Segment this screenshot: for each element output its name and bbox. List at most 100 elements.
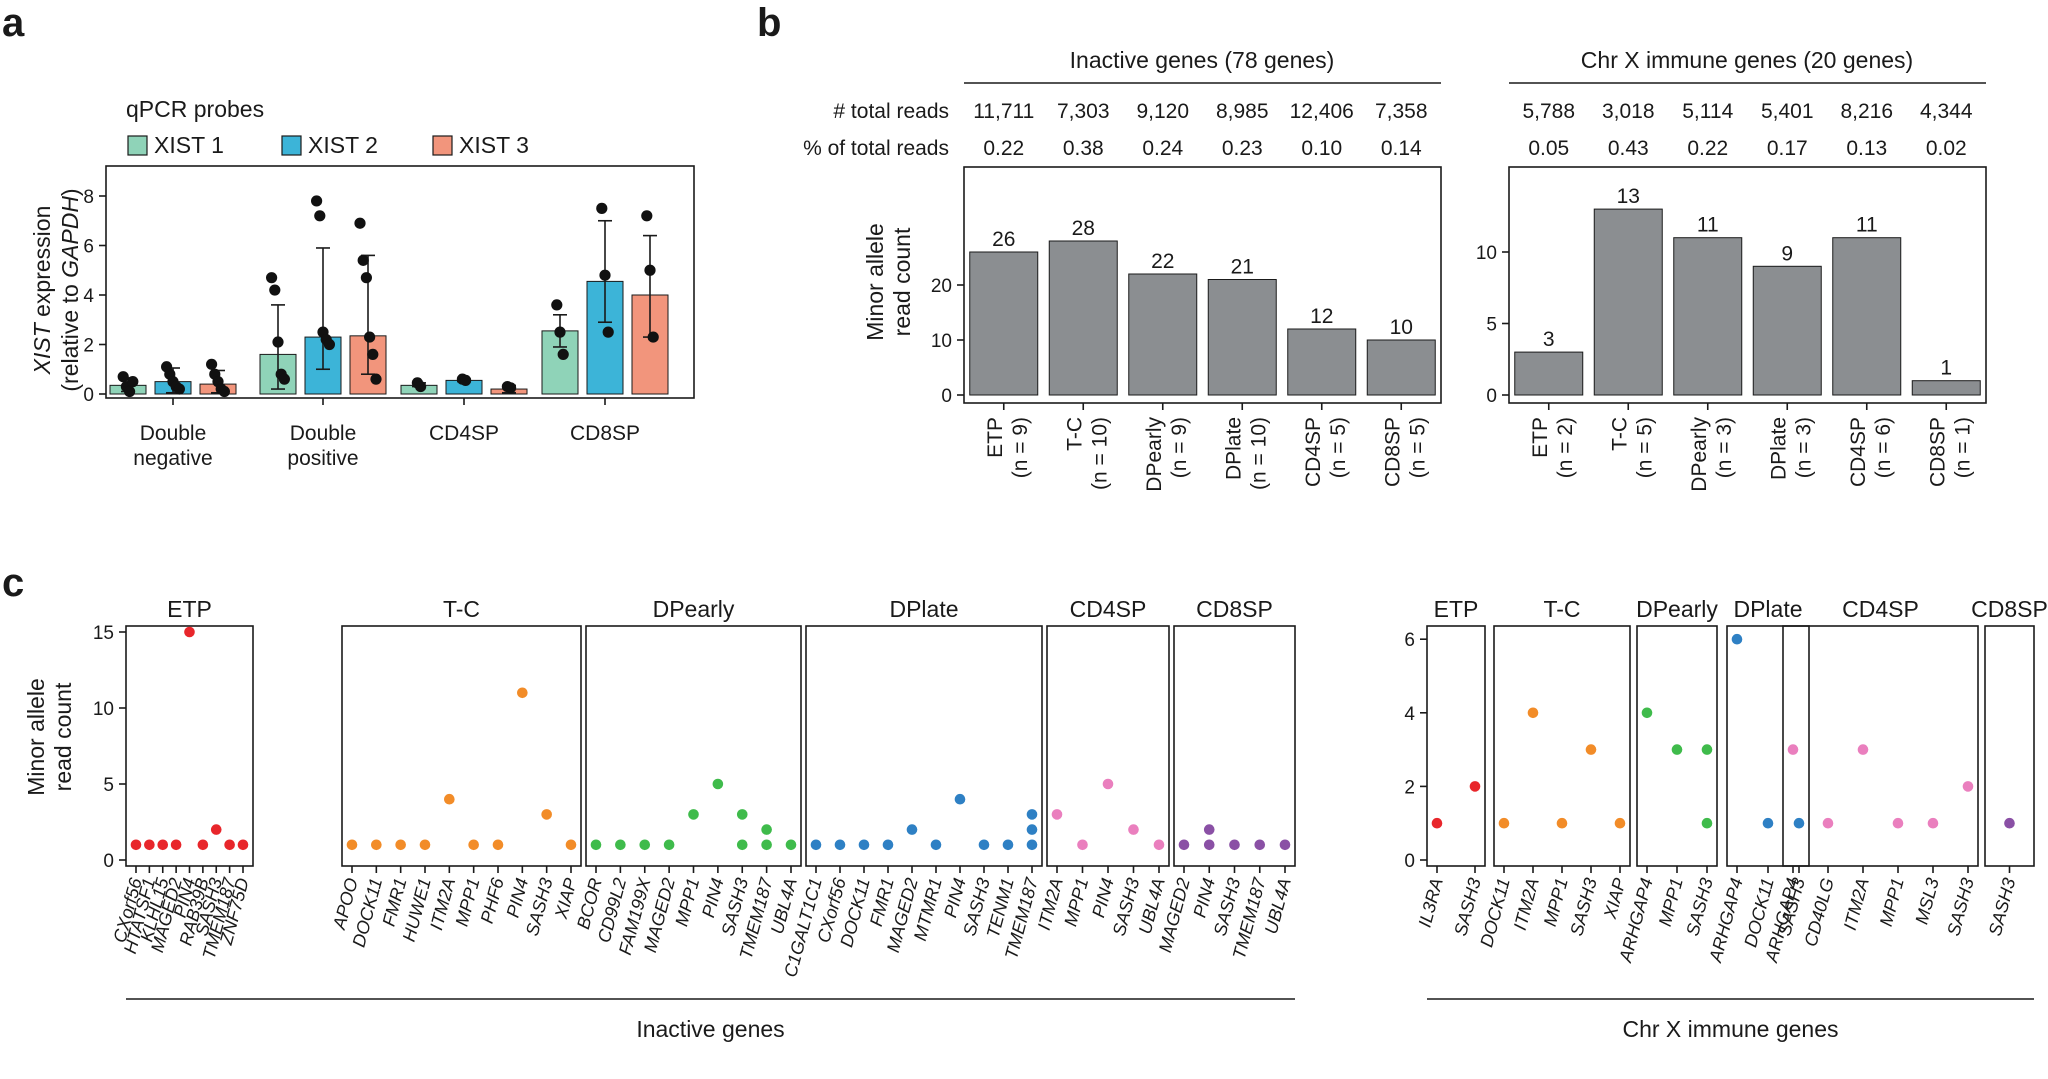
gene-label: SASH3 bbox=[1943, 876, 1978, 938]
category-label-line2: positive bbox=[287, 447, 358, 470]
y-axis-label-b-2: read count bbox=[889, 227, 915, 336]
gene-label: IL3RA bbox=[1415, 876, 1447, 930]
data-point bbox=[1927, 817, 1939, 829]
panel-letter-a: a bbox=[2, 1, 25, 45]
data-point bbox=[218, 385, 230, 398]
n-label: (n = 10) bbox=[1088, 417, 1111, 490]
plot-frame-a bbox=[105, 165, 695, 399]
bar-value-label: 11 bbox=[1856, 214, 1878, 237]
facet-title: ETP bbox=[1434, 596, 1479, 622]
y-axis-label-c-2: read count bbox=[50, 682, 76, 791]
bar bbox=[1366, 339, 1436, 396]
n-label: (n = 3) bbox=[1713, 417, 1736, 478]
category-label-line1: Double bbox=[290, 422, 357, 445]
facet-title: DPearly bbox=[653, 596, 735, 622]
data-point bbox=[1585, 744, 1597, 755]
n-label: (n = 9) bbox=[1009, 417, 1032, 478]
gene-label: XIAP bbox=[1600, 876, 1630, 922]
data-point bbox=[367, 348, 379, 360]
pct-reads-value: 0.38 bbox=[1063, 137, 1104, 160]
bar-value-label: 10 bbox=[1390, 316, 1413, 339]
gene-label: SASH3 bbox=[1985, 876, 2020, 938]
facet-frame bbox=[1173, 625, 1296, 867]
data-point bbox=[1102, 778, 1114, 790]
data-point bbox=[1962, 781, 1974, 792]
data-point bbox=[647, 331, 659, 343]
data-point bbox=[314, 210, 326, 222]
bar-value-label: 3 bbox=[1543, 328, 1555, 351]
data-point bbox=[117, 371, 129, 383]
ylabel2-pre: (relative to bbox=[57, 278, 83, 392]
gene-label: MSL3 bbox=[1911, 876, 1942, 927]
bar-value-label: 22 bbox=[1151, 250, 1174, 273]
y-tick-label-a: 8 bbox=[83, 187, 94, 208]
panel-c-inactive-chart: ETPCXorf56HTATSF1KLHL15MAGED2PIN4RAB39BS… bbox=[93, 596, 1296, 1042]
data-point bbox=[1822, 817, 1834, 829]
legend-label: XIST 3 bbox=[459, 132, 529, 158]
data-point bbox=[565, 839, 577, 851]
data-point bbox=[460, 374, 472, 386]
data-point bbox=[505, 382, 517, 394]
y-tick-label-c: 4 bbox=[1404, 704, 1415, 725]
data-point bbox=[1614, 817, 1626, 829]
y-tick-label-c: 0 bbox=[1404, 851, 1415, 872]
y-tick-label-b: 0 bbox=[1486, 386, 1497, 407]
facet-title: CD8SP bbox=[1196, 596, 1273, 622]
bar-value-label: 9 bbox=[1781, 242, 1793, 265]
data-point bbox=[144, 839, 155, 851]
data-point bbox=[354, 217, 366, 229]
data-point bbox=[266, 272, 278, 284]
facet-title: DPlate bbox=[889, 596, 958, 622]
data-point bbox=[554, 326, 566, 338]
bar bbox=[1514, 351, 1584, 396]
legend-label: XIST 2 bbox=[308, 132, 378, 158]
category-label-line1: CD4SP bbox=[429, 422, 499, 445]
n-label: (n = 9) bbox=[1168, 417, 1191, 478]
data-point bbox=[210, 824, 222, 835]
data-point bbox=[170, 839, 182, 851]
plot-frame-b bbox=[1508, 166, 1987, 404]
data-point bbox=[541, 809, 552, 820]
data-point bbox=[415, 380, 427, 393]
total-reads-value: 4,344 bbox=[1920, 100, 1973, 123]
y-tick-label-c: 10 bbox=[93, 699, 114, 720]
data-point bbox=[492, 839, 504, 851]
data-point bbox=[557, 348, 569, 360]
data-point bbox=[1153, 839, 1165, 851]
data-point bbox=[882, 839, 894, 851]
data-point bbox=[639, 839, 651, 851]
bar-value-label: 26 bbox=[992, 228, 1015, 251]
bar-value-label: 12 bbox=[1310, 305, 1333, 328]
gene-label: MPP1 bbox=[1540, 876, 1572, 929]
y-tick-label-a: 0 bbox=[83, 385, 94, 406]
panel-b-immune-chart: Chr X immune genes (20 genes) 0 5 10 5,788 0.… bbox=[1476, 47, 1987, 492]
y-tick-label-b: 5 bbox=[1486, 315, 1497, 336]
facet-frame bbox=[1046, 625, 1170, 867]
data-point bbox=[1026, 809, 1038, 820]
data-point bbox=[1556, 817, 1568, 829]
pct-reads-value: 0.22 bbox=[983, 137, 1024, 160]
data-point bbox=[1469, 781, 1481, 792]
facet-frame bbox=[125, 625, 254, 867]
data-point bbox=[278, 373, 290, 385]
total-reads-value: 9,120 bbox=[1136, 100, 1189, 123]
ylabel2-gapdh: GAPDH bbox=[57, 196, 83, 278]
data-point bbox=[1051, 809, 1063, 820]
data-point bbox=[130, 839, 142, 851]
bar bbox=[1287, 328, 1357, 396]
data-point bbox=[419, 839, 431, 851]
gene-label: ITM2A bbox=[1840, 876, 1873, 932]
total-reads-value: 8,985 bbox=[1216, 100, 1269, 123]
data-point bbox=[615, 839, 626, 851]
category-label: DPlate bbox=[1222, 417, 1245, 480]
data-point bbox=[602, 326, 614, 338]
total-reads-value: 7,303 bbox=[1057, 100, 1110, 123]
data-point bbox=[197, 839, 209, 851]
bar bbox=[1207, 279, 1277, 396]
bar bbox=[1673, 237, 1743, 396]
facet-title: ETP bbox=[167, 596, 212, 622]
facet-title: CD4SP bbox=[1842, 596, 1919, 622]
data-point bbox=[736, 839, 748, 851]
data-point bbox=[224, 839, 235, 851]
